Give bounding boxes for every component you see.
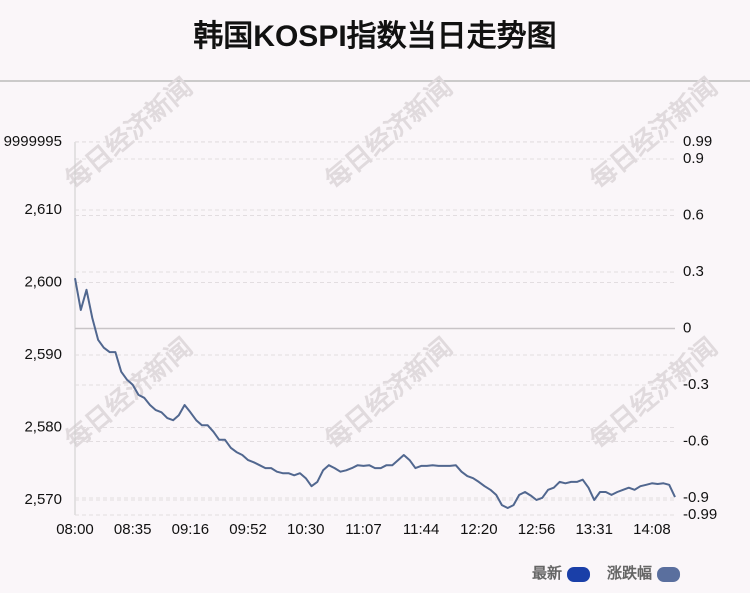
price-line — [74, 278, 676, 509]
y2-tick-label: -0.3 — [683, 376, 709, 393]
y-tick-label: 2,600 — [24, 273, 62, 290]
x-tick-label: 14:08 — [633, 521, 671, 538]
watermark: 每日经济新闻 — [59, 72, 198, 195]
y-tick-label: 2,580 — [24, 418, 62, 435]
x-tick-label: 09:52 — [229, 521, 267, 538]
y-tick-label: 2,570 — [24, 491, 62, 508]
chart-title: 韩国KOSPI指数当日走势图 — [193, 20, 556, 53]
x-tick-label: 11:44 — [403, 521, 439, 538]
legend-label: 涨跌幅 — [607, 564, 652, 582]
x-tick-label: 09:16 — [172, 521, 210, 538]
legend-swatch — [657, 567, 681, 582]
y-tick-label: 2,610 — [24, 201, 62, 218]
watermark: 每日经济新闻 — [319, 72, 458, 195]
y-tick-label: 9999995 — [4, 133, 62, 150]
y2-tick-label: -0.99 — [683, 506, 717, 523]
y2-tick-label: 0.6 — [683, 206, 704, 223]
x-tick-label: 12:20 — [460, 521, 498, 538]
watermark: 每日经济新闻 — [59, 332, 198, 455]
x-tick-label: 10:30 — [287, 521, 325, 538]
x-tick-label: 08:35 — [114, 521, 152, 538]
legend-swatch — [567, 567, 591, 582]
x-tick-label: 12:56 — [518, 521, 556, 538]
legend-label: 最新 — [532, 564, 562, 582]
watermark: 每日经济新闻 — [319, 332, 458, 455]
y2-tick-label: 0.99 — [683, 133, 712, 150]
x-tick-label: 11:07 — [345, 521, 381, 538]
y-tick-label: 2,590 — [24, 346, 62, 363]
y2-tick-label: -0.9 — [683, 489, 709, 506]
y2-tick-label: -0.6 — [683, 432, 709, 449]
x-tick-label: 13:31 — [575, 521, 613, 538]
x-tick-label: 08:00 — [56, 521, 94, 538]
y2-tick-label: 0.3 — [683, 263, 704, 280]
y2-tick-label: 0 — [683, 319, 691, 336]
y2-tick-label: 0.9 — [683, 150, 704, 167]
